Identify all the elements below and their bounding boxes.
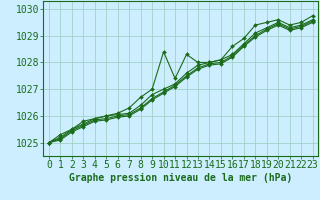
X-axis label: Graphe pression niveau de la mer (hPa): Graphe pression niveau de la mer (hPa) (69, 173, 292, 183)
